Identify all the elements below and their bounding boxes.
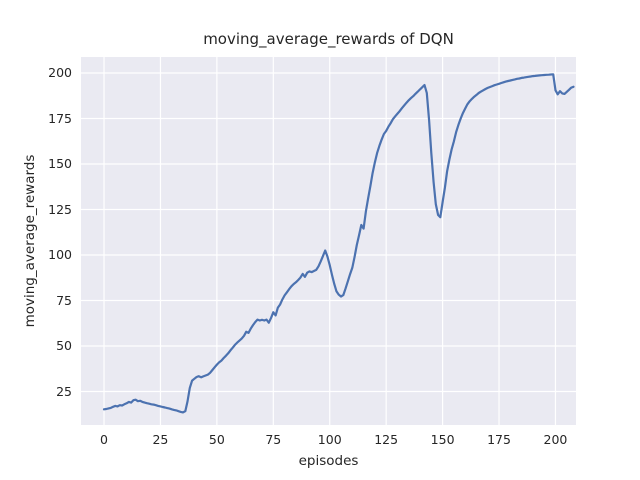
x-tick-label: 25 [152, 432, 169, 447]
plot-area [81, 57, 576, 425]
y-tick-label: 150 [48, 156, 72, 171]
x-tick-label: 100 [317, 432, 342, 447]
y-tick-label: 125 [48, 201, 72, 217]
x-tick-label: 150 [430, 432, 455, 447]
x-tick-label: 175 [487, 432, 511, 447]
y-tick-label: 175 [48, 110, 72, 126]
x-tick-label: 125 [374, 432, 399, 447]
y-tick-label: 25 [56, 383, 72, 399]
x-axis-label: episodes [298, 453, 359, 469]
chart-title: moving_average_rewards of DQN [203, 30, 454, 48]
dqn-reward-line [102, 73, 575, 414]
x-tick-label: 200 [543, 432, 568, 447]
y-tick-label: 200 [48, 65, 72, 81]
x-tick-label: 50 [208, 432, 225, 447]
y-tick-label: 50 [56, 338, 72, 353]
y-tick-label: 75 [56, 292, 72, 308]
y-tick-label: 100 [48, 247, 72, 262]
x-tick-label: 75 [265, 432, 282, 447]
x-tick-label: 0 [100, 432, 108, 447]
plot-svg [81, 57, 576, 425]
